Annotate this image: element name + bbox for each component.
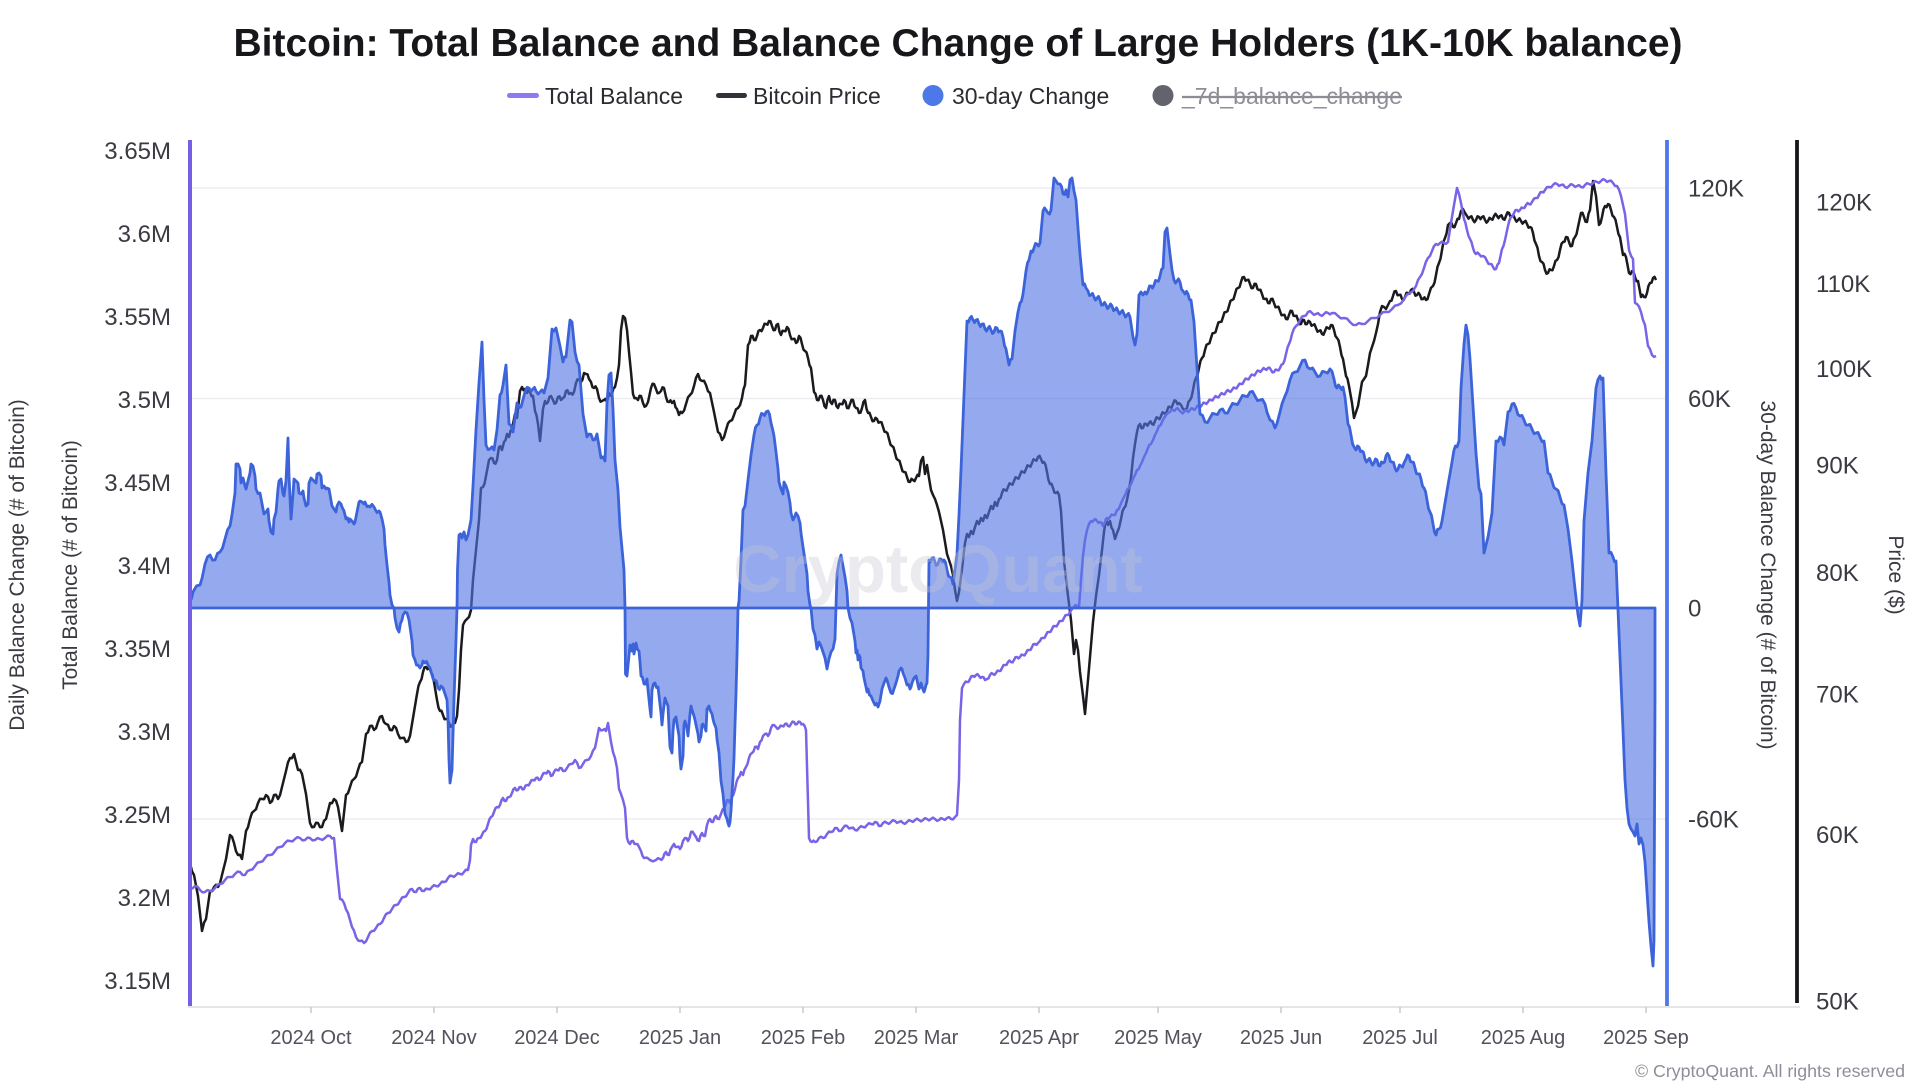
svg-text:2025 Jan: 2025 Jan [639, 1027, 721, 1049]
svg-text:30-day Balance Change (# of Bi: 30-day Balance Change (# of Bitcoin) [1756, 400, 1779, 749]
svg-text:90K: 90K [1816, 452, 1859, 479]
svg-text:3.4M: 3.4M [118, 553, 171, 580]
svg-text:Daily Balance Change (# of Bit: Daily Balance Change (# of Bitcoin) [6, 399, 29, 731]
svg-text:2025 May: 2025 May [1114, 1027, 1202, 1049]
svg-text:70K: 70K [1816, 682, 1859, 709]
svg-text:2025 Jun: 2025 Jun [1240, 1027, 1322, 1049]
svg-text:_7d_balance_change: _7d_balance_change [1181, 83, 1402, 109]
svg-text:Price ($): Price ($) [1884, 535, 1907, 614]
svg-text:0: 0 [1688, 596, 1701, 623]
svg-text:3.2M: 3.2M [118, 885, 171, 912]
svg-text:3.5M: 3.5M [118, 387, 171, 414]
svg-text:3.45M: 3.45M [104, 470, 171, 497]
svg-text:3.65M: 3.65M [104, 138, 171, 165]
svg-text:2025 Aug: 2025 Aug [1481, 1027, 1566, 1049]
svg-text:3.3M: 3.3M [118, 719, 171, 746]
svg-text:CryptoQuant: CryptoQuant [733, 532, 1142, 607]
svg-text:2024 Dec: 2024 Dec [514, 1027, 600, 1049]
svg-text:2025 Sep: 2025 Sep [1603, 1027, 1689, 1049]
svg-text:Bitcoin: Total Balance and Bal: Bitcoin: Total Balance and Balance Chang… [233, 22, 1682, 65]
svg-text:50K: 50K [1816, 989, 1859, 1016]
svg-text:2025 Apr: 2025 Apr [999, 1027, 1079, 1049]
svg-text:120K: 120K [1688, 176, 1744, 203]
svg-text:3.15M: 3.15M [104, 968, 171, 995]
svg-text:© CryptoQuant. All rights rese: © CryptoQuant. All rights reserved [1635, 1061, 1905, 1081]
svg-text:3.25M: 3.25M [104, 802, 171, 829]
svg-text:80K: 80K [1816, 560, 1859, 587]
svg-text:110K: 110K [1816, 271, 1870, 298]
svg-text:60K: 60K [1816, 822, 1859, 849]
svg-text:2025 Jul: 2025 Jul [1362, 1027, 1438, 1049]
svg-text:30-day Change: 30-day Change [952, 83, 1109, 109]
svg-text:2024 Nov: 2024 Nov [391, 1027, 477, 1049]
svg-text:2025 Mar: 2025 Mar [874, 1027, 959, 1049]
svg-text:-60K: -60K [1688, 807, 1739, 834]
svg-text:2024 Oct: 2024 Oct [270, 1027, 352, 1049]
svg-text:Bitcoin Price: Bitcoin Price [753, 83, 881, 109]
svg-text:2025 Feb: 2025 Feb [761, 1027, 846, 1049]
svg-text:60K: 60K [1688, 386, 1731, 413]
svg-text:3.55M: 3.55M [104, 304, 171, 331]
svg-text:Total Balance (# of Bitcoin): Total Balance (# of Bitcoin) [59, 440, 82, 690]
svg-text:100K: 100K [1816, 356, 1872, 383]
svg-text:3.6M: 3.6M [118, 221, 171, 248]
svg-text:3.35M: 3.35M [104, 636, 171, 663]
svg-text:120K: 120K [1816, 190, 1872, 217]
svg-text:Total Balance: Total Balance [545, 83, 683, 109]
